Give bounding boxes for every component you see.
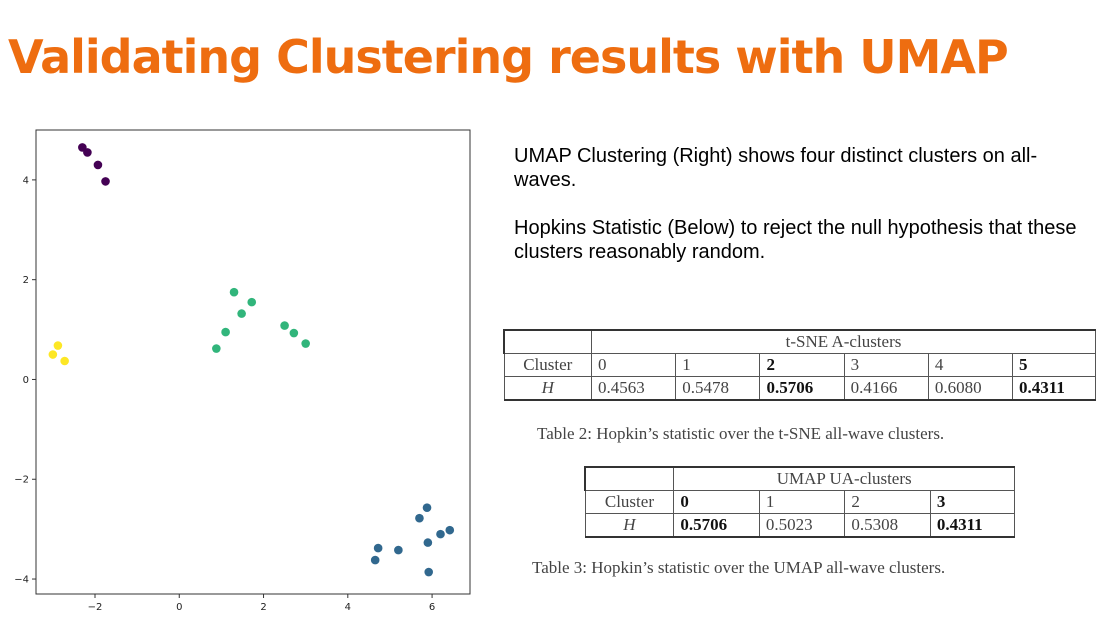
- cluster-3-point: [370, 555, 380, 565]
- y-tick-label: −2: [14, 475, 29, 486]
- cluster-row-label: Cluster: [503, 353, 593, 377]
- plot-frame: [35, 129, 471, 595]
- y-tick-label: 2: [23, 275, 29, 286]
- cluster-0-point: [101, 177, 110, 186]
- cluster-0-point: [93, 160, 103, 170]
- cluster-2-point: [53, 341, 63, 350]
- x-tick-label: 4: [345, 602, 351, 613]
- hopkins-value: 0.5706: [673, 513, 760, 538]
- cluster-id: 0: [591, 353, 677, 377]
- cluster-1-point: [221, 327, 230, 337]
- slide-title: Validating Clustering results with UMAP: [8, 30, 1009, 84]
- cluster-3-point: [423, 538, 433, 547]
- hopkins-value: 0.4311: [1012, 376, 1096, 401]
- table-group-header: UMAP UA-clusters: [673, 466, 1015, 491]
- hopkins-value: 0.4166: [843, 376, 929, 401]
- cluster-1-point: [289, 328, 299, 338]
- cluster-1-point: [237, 309, 246, 318]
- h-row-label: H: [584, 513, 675, 538]
- x-tick-label: 6: [429, 602, 435, 613]
- cluster-id: 2: [844, 490, 931, 514]
- description-paragraph-1: UMAP Clustering (Right) shows four disti…: [514, 145, 1038, 191]
- hopkins-value: 0.5478: [675, 376, 761, 401]
- cluster-id: 4: [927, 353, 1014, 377]
- cluster-id: 2: [759, 353, 845, 377]
- x-tick-label: 2: [260, 602, 266, 613]
- cluster-id: 3: [843, 353, 929, 377]
- cluster-3-point: [422, 503, 432, 512]
- tsne-hopkins-table: t-SNE A-clusters Cluster 0 1 2 3 4 5 H 0…: [503, 329, 1096, 401]
- x-tick-label: 0: [176, 602, 182, 613]
- cluster-id: 1: [758, 490, 846, 514]
- description: UMAP Clustering (Right) shows four disti…: [514, 144, 1084, 288]
- cluster-3-point: [436, 529, 445, 539]
- table-corner: [584, 466, 675, 491]
- y-axis-ticks: −4 −2 0 2 4: [14, 175, 36, 586]
- cluster-2-point: [48, 350, 58, 359]
- x-axis-ticks: −2 0 2 4 6: [88, 594, 435, 613]
- cluster-1-point: [229, 287, 239, 297]
- cluster-3-point: [445, 525, 455, 535]
- table-2-caption: Table 2: Hopkin’s statistic over the t-S…: [537, 424, 945, 443]
- hopkins-value: 0.5308: [844, 513, 931, 538]
- data-points: [48, 143, 455, 577]
- umap-hopkins-table: UMAP UA-clusters Cluster 0 1 2 3 H 0.570…: [584, 466, 1016, 538]
- cluster-id: 3: [929, 490, 1016, 514]
- cluster-2-point: [60, 356, 69, 366]
- cluster-0-point: [83, 148, 92, 157]
- hopkins-value: 0.4311: [929, 513, 1016, 538]
- hopkins-value: 0.4563: [591, 376, 677, 401]
- cluster-3-point: [394, 545, 403, 555]
- cluster-id: 5: [1012, 353, 1096, 377]
- h-row-label: H: [503, 376, 593, 401]
- y-tick-label: 4: [23, 175, 29, 186]
- hopkins-value: 0.6080: [927, 376, 1014, 401]
- cluster-3-point: [415, 513, 424, 523]
- cluster-1-point: [212, 344, 221, 353]
- umap-scatter-plot: −4 −2 0 2 4 −2 0 2 4 6: [14, 129, 471, 613]
- y-tick-label: −4: [14, 575, 29, 586]
- cluster-1-point: [280, 321, 289, 330]
- hopkins-value: 0.5706: [759, 376, 845, 401]
- cluster-3-point: [373, 543, 383, 553]
- y-tick-label: 0: [23, 375, 29, 386]
- table-group-header: t-SNE A-clusters: [591, 329, 1096, 354]
- cluster-id: 0: [673, 490, 760, 514]
- x-tick-label: −2: [88, 602, 103, 613]
- description-paragraph-2: Hopkins Statistic (Below) to reject the …: [514, 217, 1077, 263]
- cluster-row-label: Cluster: [584, 490, 675, 514]
- table-corner: [503, 329, 593, 354]
- hopkins-value: 0.5023: [758, 513, 846, 538]
- cluster-1-point: [301, 339, 310, 348]
- cluster-3-point: [424, 567, 434, 577]
- table-3-caption: Table 3: Hopkin’s statistic over the UMA…: [532, 558, 946, 577]
- cluster-id: 1: [675, 353, 761, 377]
- cluster-1-point: [247, 297, 257, 307]
